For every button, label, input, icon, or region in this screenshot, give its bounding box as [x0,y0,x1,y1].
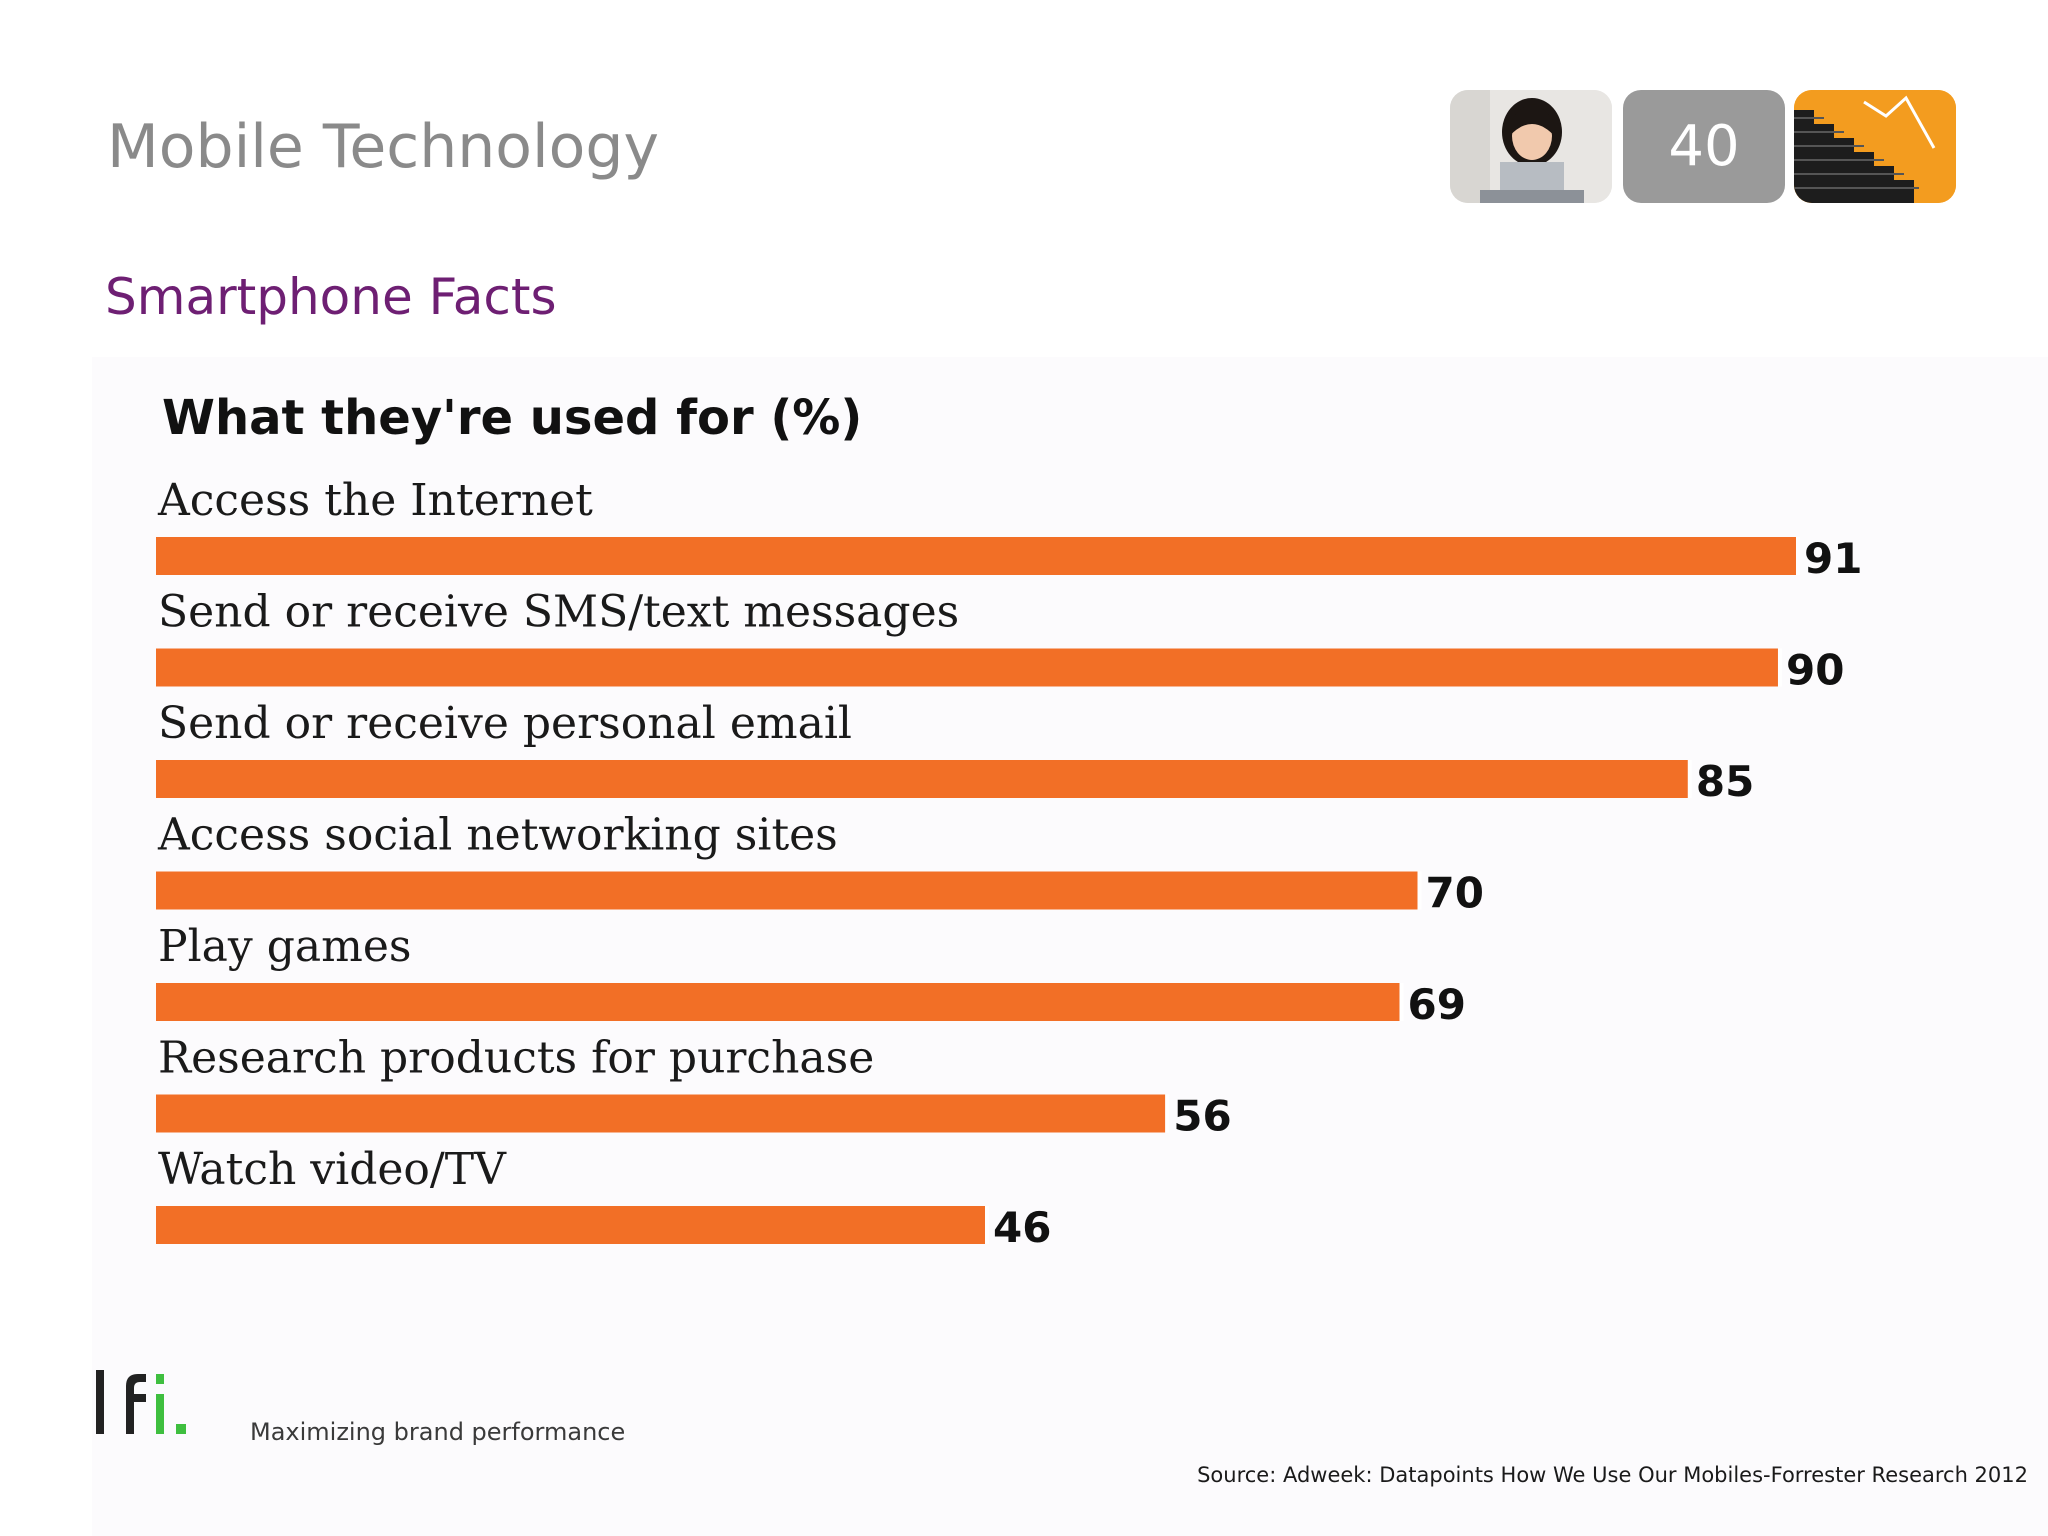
bar-end-gap [1687,760,1692,798]
page-title: Mobile Technology [107,112,659,182]
chart-title: What they're used for (%) [162,390,862,446]
bar [156,760,1688,798]
category-label: Send or receive SMS/text messages [158,587,959,638]
stairs-chart-icon [1794,90,1956,203]
bar [156,871,1418,910]
bar-end-gap [1165,1094,1170,1133]
bar [156,1206,986,1244]
value-label: 85 [1696,757,1754,806]
value-label: 56 [1173,1092,1231,1141]
header-tiles: 40 [1450,90,1958,205]
page-number: 40 [1668,114,1740,179]
bar-end-gap [1399,983,1404,1021]
category-label: Watch video/TV [158,1144,507,1195]
bar [156,983,1400,1021]
bar-chart: What they're used for (%) Access the Int… [156,390,1862,1252]
category-label: Access the Internet [157,475,593,526]
tagline: Maximizing brand performance [250,1418,626,1446]
bar [156,1094,1166,1133]
bar [156,537,1796,575]
bar-end-gap [1796,537,1800,575]
category-label: Send or receive personal email [158,698,852,749]
value-label: 70 [1426,869,1484,918]
category-label: Play games [158,921,412,972]
bar [156,648,1778,687]
chart-panel: What they're used for (%) Access the Int… [92,357,2048,1536]
bar-end-gap [985,1206,990,1244]
lfi-logo [92,1362,212,1442]
person-with-laptop-icon [1450,90,1612,203]
page-subtitle: Smartphone Facts [105,268,557,326]
page-number-badge: 40 [1623,90,1785,203]
bar-end-gap [1777,648,1782,687]
bar-end-gap [1417,871,1422,910]
value-label: 69 [1408,980,1466,1029]
value-label: 90 [1786,646,1844,695]
category-label: Research products for purchase [158,1033,874,1084]
source-note: Source: Adweek: Datapoints How We Use Ou… [1197,1463,2028,1487]
value-label: 91 [1804,534,1862,583]
category-label: Access social networking sites [157,810,838,861]
value-label: 46 [993,1203,1051,1252]
